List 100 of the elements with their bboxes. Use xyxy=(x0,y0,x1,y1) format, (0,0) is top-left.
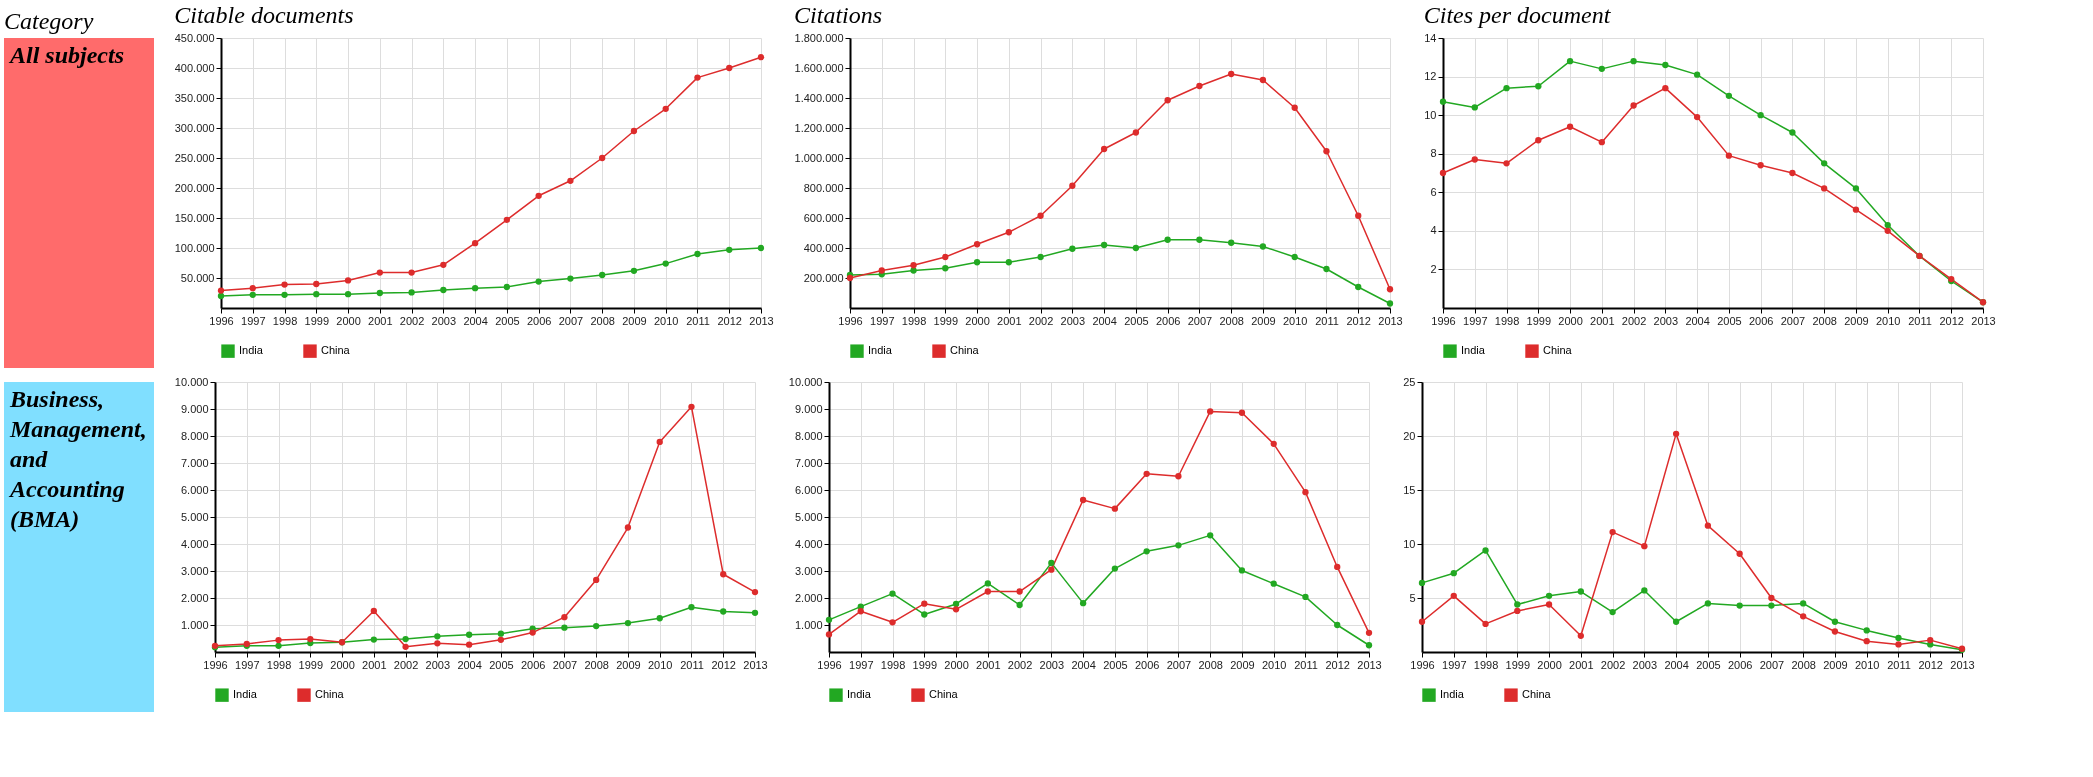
point xyxy=(249,291,256,298)
point xyxy=(624,524,632,531)
point xyxy=(1662,84,1669,92)
point xyxy=(1757,111,1764,119)
point xyxy=(688,403,695,410)
point xyxy=(1037,212,1044,219)
x-tick-label: 2002 xyxy=(1600,658,1626,671)
x-tick-label: 2003 xyxy=(1653,314,1679,327)
point xyxy=(307,635,314,643)
point xyxy=(1821,160,1828,167)
x-tick-label: 1998 xyxy=(266,658,292,671)
x-tick-label: 2009 xyxy=(1251,314,1276,327)
point xyxy=(529,629,536,636)
y-tick-label: 5.000 xyxy=(180,510,209,523)
x-tick-label: 2013 xyxy=(1378,314,1403,327)
point xyxy=(376,269,383,276)
legend-label: India xyxy=(239,344,264,357)
legend-label: China xyxy=(929,688,959,701)
x-tick-label: 1997 xyxy=(870,314,895,327)
x-tick-label: 2003 xyxy=(425,658,451,671)
point xyxy=(465,631,473,638)
point xyxy=(952,606,960,613)
x-tick-label: 2001 xyxy=(976,658,1001,671)
point xyxy=(1005,229,1012,236)
x-tick-label: 1998 xyxy=(1473,658,1499,671)
y-tick-label: 400.000 xyxy=(174,61,215,74)
x-tick-label: 2008 xyxy=(590,314,615,327)
point xyxy=(1365,642,1373,649)
point xyxy=(1016,588,1023,595)
point xyxy=(688,604,695,611)
point xyxy=(1291,253,1298,261)
point xyxy=(1164,97,1171,104)
point xyxy=(1863,638,1870,645)
point xyxy=(1355,283,1362,291)
point xyxy=(1895,641,1902,648)
y-tick-label: 8 xyxy=(1430,147,1437,160)
point xyxy=(1079,496,1087,504)
point xyxy=(313,291,320,298)
point xyxy=(1535,83,1542,90)
text: Business, Management, and Accounting (BMA) xyxy=(8,386,147,532)
x-tick-label: 2013 xyxy=(1950,658,1975,671)
point xyxy=(694,250,701,258)
point xyxy=(1609,608,1616,616)
x-tick-label: 2006 xyxy=(1748,314,1774,327)
y-tick-label: 200.000 xyxy=(803,271,844,284)
point xyxy=(751,588,759,596)
point xyxy=(344,277,352,284)
point xyxy=(440,261,447,268)
point xyxy=(921,600,928,607)
point xyxy=(1927,636,1934,644)
y-tick-label: 150.000 xyxy=(174,211,215,224)
point xyxy=(878,267,885,274)
y-tick-label: 800.000 xyxy=(803,181,844,194)
x-tick-label: 1998 xyxy=(901,314,927,327)
x-tick-label: 2009 xyxy=(1823,658,1848,671)
point xyxy=(376,289,383,297)
point xyxy=(275,642,282,649)
x-tick-label: 2005 xyxy=(1717,314,1742,327)
x-tick-label: 2012 xyxy=(711,658,736,671)
point xyxy=(1365,629,1373,636)
point xyxy=(1831,628,1839,635)
x-tick-label: 2002 xyxy=(1007,658,1033,671)
x-tick-label: 1997 xyxy=(241,314,266,327)
point xyxy=(370,607,377,615)
legend-label: India xyxy=(847,688,872,701)
y-tick-label: 2 xyxy=(1430,262,1437,275)
y-tick-label: 1.000 xyxy=(794,618,823,631)
point xyxy=(434,640,441,647)
point xyxy=(1800,600,1807,607)
point xyxy=(567,177,574,184)
point xyxy=(825,616,833,624)
y-tick-label: 200.000 xyxy=(174,181,215,194)
y-tick-label: 250.000 xyxy=(174,151,215,164)
x-tick-label: 2011 xyxy=(1908,314,1932,327)
point xyxy=(1641,543,1648,550)
point xyxy=(1662,61,1669,69)
x-tick-label: 2008 xyxy=(1198,658,1223,671)
x-tick-label: 2000 xyxy=(336,314,361,327)
point xyxy=(593,576,600,584)
point xyxy=(857,608,864,615)
x-tick-label: 2002 xyxy=(399,314,425,327)
x-tick-label: 2011 xyxy=(1294,658,1318,671)
point xyxy=(1503,160,1510,167)
point xyxy=(694,74,701,81)
point xyxy=(1100,145,1108,153)
point xyxy=(471,240,479,247)
y-tick-label: 25 xyxy=(1403,375,1416,388)
point xyxy=(757,244,765,252)
x-tick-label: 2004 xyxy=(1664,658,1689,671)
x-tick-label: 2012 xyxy=(1939,314,1964,327)
point xyxy=(497,630,505,637)
chart-title: Cites per document xyxy=(1423,2,1612,28)
y-tick-label: 6 xyxy=(1430,185,1437,198)
x-tick-label: 1996 xyxy=(838,314,863,327)
point xyxy=(1514,607,1521,615)
x-tick-label: 2009 xyxy=(616,658,641,671)
y-tick-label: 1.200.000 xyxy=(794,121,844,134)
point xyxy=(1450,570,1457,577)
chart-title: Citable documents xyxy=(174,2,354,28)
x-tick-label: 2004 xyxy=(1685,314,1710,327)
